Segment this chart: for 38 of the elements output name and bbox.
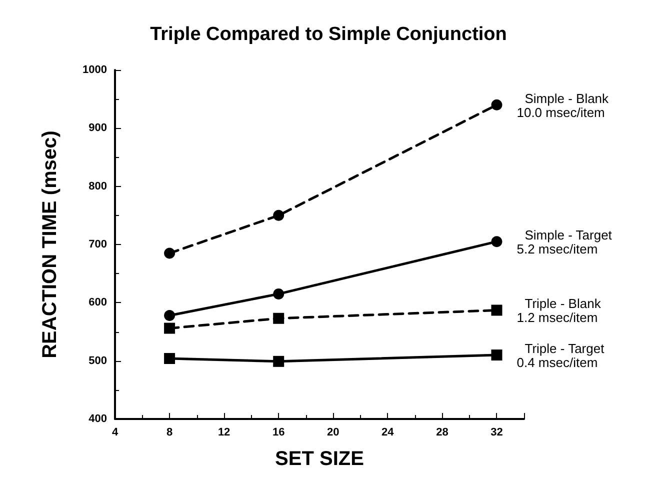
point — [164, 353, 176, 364]
point — [491, 236, 502, 248]
x-tick-label: 16 — [272, 426, 285, 438]
x-tick-label: 24 — [382, 426, 395, 438]
y-tick-label: 700 — [88, 238, 107, 250]
point — [273, 210, 284, 221]
annotation: 10.0 msec/item — [516, 104, 605, 120]
point — [164, 310, 176, 321]
y-tick-label: 800 — [88, 180, 107, 192]
y-tick-label: 900 — [88, 122, 107, 134]
series-label: Simple - Target — [524, 228, 612, 243]
x-tick-label: 4 — [112, 426, 119, 438]
annotation: 1.2 msec/item — [516, 310, 598, 326]
x-tick-label: 28 — [436, 426, 448, 438]
y-tick-label: 1000 — [82, 64, 107, 76]
point — [491, 99, 502, 110]
x-axis-title: SET SIZE — [275, 448, 364, 470]
series-label: Triple - Blank — [524, 296, 602, 312]
y-axis-title: REACTION TIME (msec) — [39, 130, 61, 358]
point — [164, 248, 176, 259]
point — [164, 322, 176, 334]
series-label: Triple - Target — [524, 341, 605, 356]
x-tick-label: 12 — [218, 426, 230, 438]
x-tick-label: 20 — [327, 426, 340, 438]
chart-title: Triple Compared to Simple Conjunction — [150, 24, 507, 45]
point — [273, 356, 284, 367]
annotation: 0.4 msec/item — [516, 355, 598, 370]
y-tick-label: 500 — [88, 354, 107, 367]
y-tick-label: 400 — [88, 413, 107, 425]
x-tick-label: 32 — [490, 426, 503, 438]
point — [491, 350, 502, 361]
y-tick-label: 600 — [88, 296, 107, 309]
point — [273, 288, 284, 300]
annotation: 5.2 msec/item — [516, 242, 598, 257]
point — [491, 304, 502, 316]
x-tick-label: 8 — [166, 426, 173, 438]
point — [273, 312, 284, 324]
series-label: Simple - Blank — [524, 90, 610, 106]
